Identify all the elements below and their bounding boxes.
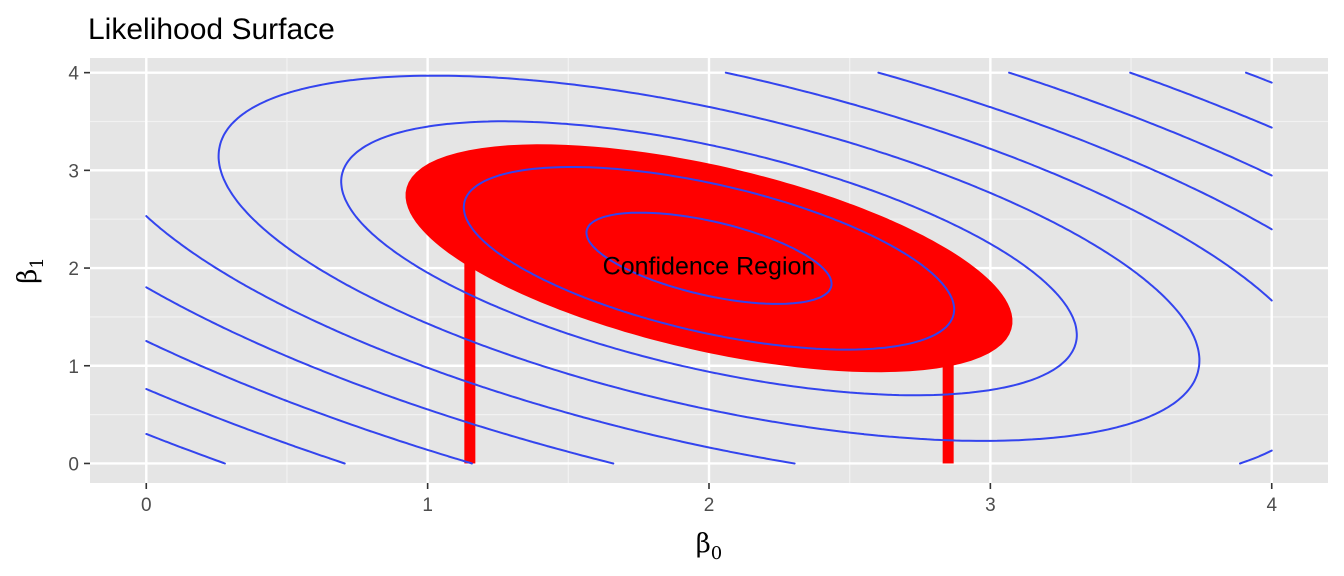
y-tick-label: 1 [68,357,79,378]
confidence-region [405,144,1013,464]
x-axis-label-subscript: 0 [711,543,722,564]
contour-line-3 [340,120,1078,397]
y-tick-label: 3 [68,161,79,182]
confidence-ellipse [405,144,1013,373]
x-axis-label: β0 [696,529,722,564]
contour-line-1 [585,211,833,305]
contour-line-6 [145,71,1273,465]
x-tick-label: 0 [141,495,152,516]
contour-line-4 [217,74,1201,442]
chart-title: Likelihood Surface [88,13,335,46]
contour-line-2 [462,166,956,351]
y-tick-label: 4 [68,64,79,85]
y-axis-label-subscript: 1 [27,257,48,268]
x-tick-label: 3 [985,495,996,516]
contour-line-8 [145,71,1273,465]
x-tick-label: 4 [1266,495,1277,516]
contour-line-5 [145,71,1273,465]
confidence-region-label: Confidence Region [603,253,816,281]
contour-lines [145,71,1273,465]
y-tick-label: 2 [68,259,79,280]
interval-bar-lower [464,185,476,464]
y-axis-label: β1 [13,257,48,283]
interval-bar-upper [942,346,954,464]
y-axis: 0 1 2 3 4 [68,64,90,475]
y-tick-label: 0 [68,454,79,475]
contour-line-9 [145,71,1273,465]
contour-line-7 [145,71,1273,465]
x-axis: 0 1 2 3 4 [141,483,1277,516]
x-axis-label-symbol: β [696,529,711,559]
y-axis-label-symbol: β [13,269,43,284]
x-tick-label: 2 [704,495,715,516]
x-tick-label: 1 [422,495,433,516]
